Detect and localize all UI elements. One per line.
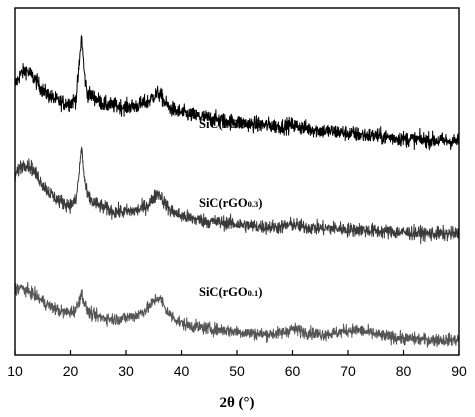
plot-area	[14, 35, 460, 348]
x-tick-label-80: 80	[396, 363, 412, 379]
x-axis-title: 2θ (°)	[219, 395, 254, 411]
series-label-03: SiC(rGO0.3)	[199, 196, 262, 210]
x-axis-tick-labels: 10 20 30 40 50 60 70 80 90	[7, 363, 467, 379]
x-tick-label-40: 40	[174, 363, 190, 379]
series-label-05: SiC(rGO0.5)	[199, 117, 262, 131]
x-tick-label-90: 90	[451, 363, 467, 379]
series-line-05	[14, 35, 460, 151]
x-tick-label-60: 60	[285, 363, 301, 379]
x-tick-label-20: 20	[63, 363, 79, 379]
x-tick-label-70: 70	[340, 363, 356, 379]
series-label-01: SiC(rGO0.1)	[199, 285, 262, 299]
x-tick-label-10: 10	[7, 363, 23, 379]
x-tick-label-50: 50	[229, 363, 245, 379]
series-line-03	[14, 146, 460, 245]
series-line-01	[14, 281, 460, 348]
x-axis-ticks	[14, 350, 460, 355]
series-labels: SiC(rGO0.5) SiC(rGO0.3) SiC(rGO0.1)	[199, 117, 262, 299]
x-tick-label-30: 30	[118, 363, 134, 379]
plot-frame	[14, 7, 460, 356]
